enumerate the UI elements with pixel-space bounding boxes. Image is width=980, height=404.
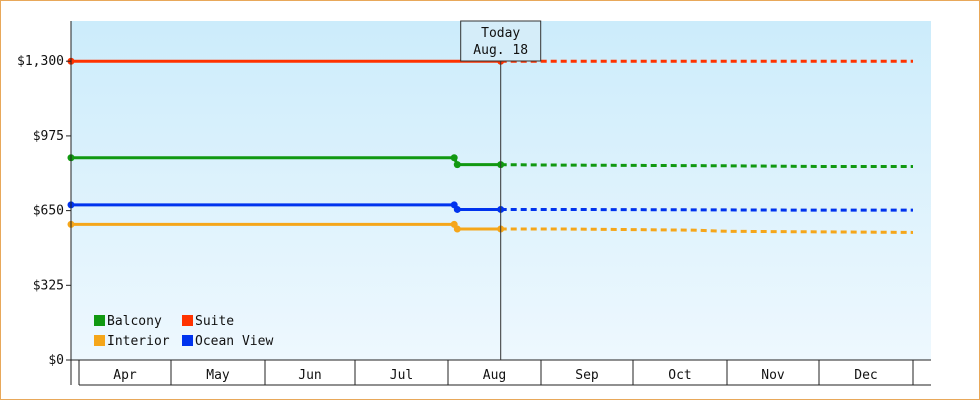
series-forecast-balcony xyxy=(500,163,913,168)
x-tick-label: Aug xyxy=(483,368,506,383)
legend-swatch xyxy=(94,315,105,326)
series-point-ocean-view xyxy=(453,205,461,213)
series-point-interior xyxy=(453,225,461,233)
today-marker: Today Aug. 18 xyxy=(460,20,542,360)
x-tick-label: Jun xyxy=(298,368,321,383)
x-tick-label: Nov xyxy=(761,368,785,383)
y-tick-label: $325 xyxy=(33,278,64,293)
y-tick-label: $1,300 xyxy=(17,54,64,69)
legend: Balcony Suite Interior Ocean View xyxy=(94,314,273,349)
legend-label: Balcony xyxy=(107,314,162,329)
legend-swatch xyxy=(94,335,105,346)
legend-swatch xyxy=(182,315,193,326)
x-tick-label: Jul xyxy=(390,368,413,383)
legend-label: Suite xyxy=(195,314,234,329)
series-layer xyxy=(67,57,914,234)
today-label: Today xyxy=(481,26,520,41)
y-tick-label: $975 xyxy=(33,129,64,144)
x-tick-label: May xyxy=(206,368,230,383)
today-date-label: Aug. 18 xyxy=(473,43,528,58)
y-tick-label: $650 xyxy=(33,204,64,219)
legend-label: Ocean View xyxy=(195,334,273,349)
x-tick-label: Apr xyxy=(113,368,137,383)
series-point-balcony xyxy=(450,154,458,162)
series-forecast-ocean-view xyxy=(500,207,913,212)
legend-swatch xyxy=(182,335,193,346)
x-tick-label: Oct xyxy=(668,368,691,383)
series-line-balcony xyxy=(71,156,501,167)
legend-label: Interior xyxy=(107,334,170,349)
x-tick-label: Dec xyxy=(854,368,877,383)
x-tick-label: Sep xyxy=(575,368,599,383)
series-forecast-interior xyxy=(500,227,914,234)
series-point-balcony xyxy=(453,161,461,169)
y-tick-label: $0 xyxy=(48,353,64,368)
today-box xyxy=(460,20,542,62)
